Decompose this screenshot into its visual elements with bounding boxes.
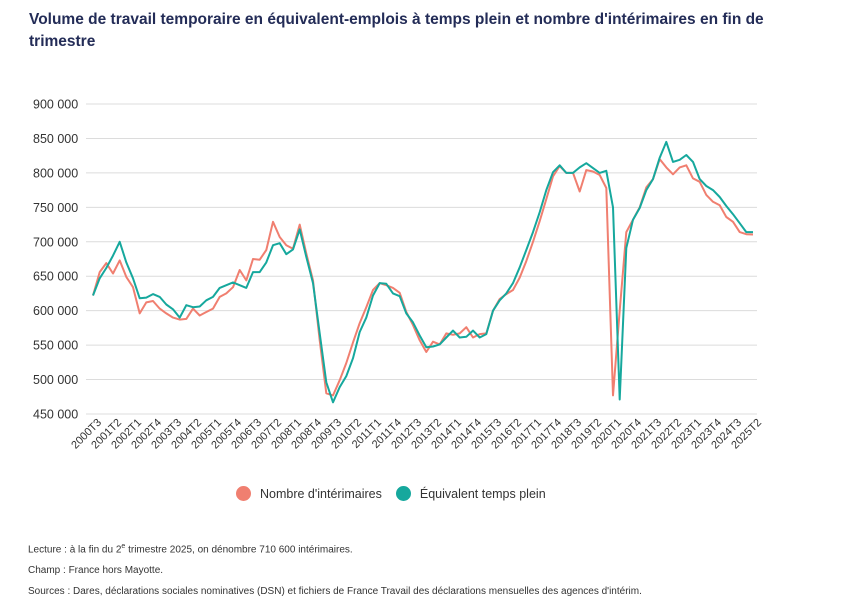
note-sources: Sources : Dares, déclarations sociales n…	[28, 586, 642, 597]
y-tick-label: 450 000	[33, 408, 78, 422]
y-tick-label: 550 000	[33, 339, 78, 353]
footnotes: Lecture : à la fin du 2e trimestre 2025,…	[28, 543, 642, 608]
gridlines	[86, 103, 757, 415]
note-lecture: Lecture : à la fin du 2e trimestre 2025,…	[28, 543, 642, 565]
y-tick-label: 900 000	[33, 98, 78, 112]
y-tick-label: 600 000	[33, 304, 78, 318]
y-tick-label: 800 000	[33, 166, 78, 180]
y-tick-label: 500 000	[33, 373, 78, 387]
series-lines	[92, 140, 754, 404]
note-text: Lecture : à la fin du 2	[28, 544, 122, 556]
x-axis-labels: 2000T32001T22002T12002T42003T32004T22005…	[69, 417, 764, 452]
legend-item-interimaires[interactable]: Nombre d'intérimaires	[236, 486, 382, 501]
legend-dot-icon	[236, 486, 251, 501]
chart-title: Volume de travail temporaire en équivale…	[29, 11, 764, 50]
line-chart: 900 000 850 000 800 000 750 000 700 000 650 0…	[33, 98, 764, 452]
y-tick-label: 650 000	[33, 270, 78, 284]
series-line-etp	[92, 140, 753, 404]
note-sup: e	[121, 543, 126, 550]
note-text: trimestre 2025, on dénombre 710 600 inté…	[125, 544, 353, 556]
y-tick-label: 850 000	[33, 132, 78, 146]
note-champ: Champ : France hors Mayotte.	[28, 564, 164, 576]
legend-dot-icon	[395, 486, 411, 501]
legend: Nombre d'intérimaires Équivalent temps p…	[236, 486, 560, 501]
y-tick-label: 750 000	[33, 201, 78, 215]
series-line-interimaires	[92, 158, 754, 397]
legend-label: Équivalent temps plein	[419, 486, 546, 501]
legend-label: Nombre d'intérimaires	[260, 486, 382, 501]
y-axis-labels: 900 000 850 000 800 000 750 000 700 000 650 0…	[33, 98, 78, 422]
y-tick-label: 700 000	[33, 235, 78, 249]
legend-item-etp[interactable]: Équivalent temps plein	[395, 486, 546, 501]
